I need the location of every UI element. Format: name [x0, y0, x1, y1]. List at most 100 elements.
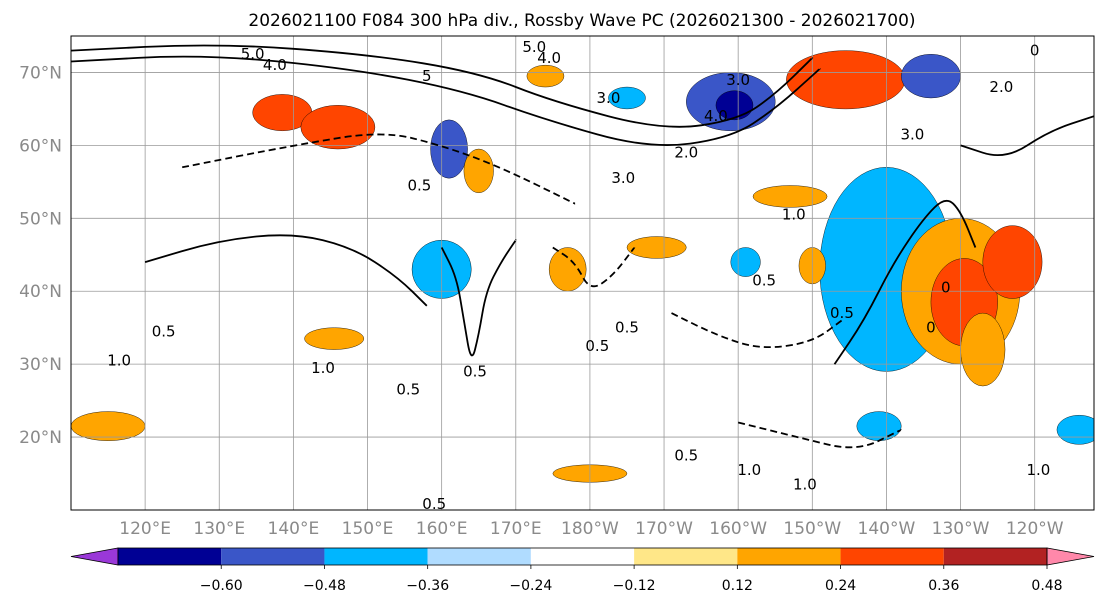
colorbar-tick-label-5: 0.12	[722, 578, 753, 594]
shaded-blob-25	[608, 86, 646, 110]
contour-label-16: 0.5	[152, 322, 176, 340]
map-panel: 5.04.05.04.05 3.03.04.02.03.00.51.00.50.5…	[70, 35, 1095, 513]
contour-line-5	[833, 199, 977, 365]
contour-line-6	[671, 312, 843, 349]
rossby-wave-contours	[71, 44, 1094, 449]
contour-line-7	[144, 234, 428, 307]
colorbar-segment-3	[427, 548, 531, 565]
colorbar-tick-label-2: −0.36	[406, 578, 449, 594]
contour-labels: 5.04.05.04.05 3.03.04.02.03.00.51.00.50.5…	[107, 38, 1050, 513]
lon-tick-label-1: 130°E	[193, 519, 245, 539]
shaded-blob-18	[856, 411, 902, 441]
map-frame	[70, 35, 1095, 511]
colorbar-frame	[117, 547, 1048, 566]
contour-label-15: 1.0	[107, 352, 131, 370]
contour-label-26: 0	[1030, 42, 1040, 60]
colorbar-segment-7	[840, 548, 944, 565]
contour-label-3: 4.0	[537, 49, 561, 67]
contour-label-5: 3.0	[726, 71, 750, 89]
lon-tick-label-10: 140°W	[858, 519, 916, 539]
lon-tick-label-3: 150°E	[342, 519, 394, 539]
colorbar-segment-0	[118, 548, 222, 565]
colorbar-tick-label-0: −0.60	[200, 578, 243, 594]
shaded-blob-15	[548, 247, 587, 292]
colorbar-extend-low	[70, 547, 119, 566]
shaded-blob-13	[463, 148, 494, 193]
shaded-blob-24	[752, 185, 828, 208]
colorbar-tick-label-4: −0.12	[613, 578, 656, 594]
contour-label-28: 0.5	[830, 304, 854, 322]
colorbar-segment-8	[943, 548, 1047, 565]
contour-label-10: 0.5	[407, 176, 431, 194]
lon-tick-label-6: 180°W	[561, 519, 619, 539]
contour-label-18: 0.5	[463, 362, 487, 380]
shaded-blob-5	[982, 225, 1043, 299]
lon-tick-label-0: 120°E	[119, 519, 171, 539]
contour-label-17: 1.0	[311, 359, 335, 377]
contour-label-20: 0.5	[422, 495, 446, 513]
contour-label-4: 5	[422, 67, 432, 85]
colorbar-segment-6	[737, 548, 841, 565]
colorbar-extend-high	[1046, 547, 1095, 566]
shaded-blob-26	[526, 64, 565, 88]
lon-tick-label-2: 140°E	[268, 519, 320, 539]
contour-label-7: 4.0	[704, 107, 728, 125]
colorbar-tick-label-1: −0.48	[303, 578, 346, 594]
shaded-blob-8	[786, 50, 906, 110]
contour-label-1: 4.0	[263, 56, 287, 74]
contour-label-29: 0	[941, 279, 951, 297]
contour-line-3	[440, 239, 517, 357]
contour-line-8	[737, 421, 903, 449]
lat-tick-label-4: 30°N	[19, 355, 62, 375]
colorbar-segment-1	[221, 548, 325, 565]
contour-label-30: 0	[926, 319, 936, 337]
contour-label-9: 3.0	[611, 169, 635, 187]
lat-tick-label-2: 50°N	[19, 209, 62, 229]
shaded-blob-27	[1056, 415, 1094, 445]
shaded-blob-23	[626, 236, 687, 259]
contour-line-0	[71, 44, 814, 128]
colorbar-tick-label-8: 0.48	[1031, 578, 1062, 594]
lon-tick-label-11: 130°W	[932, 519, 990, 539]
lon-tick-label-8: 160°W	[709, 519, 767, 539]
lon-tick-label-5: 170°E	[490, 519, 542, 539]
contour-label-0: 5.0	[241, 45, 265, 63]
colorbar-segment-2	[324, 548, 428, 565]
contour-label-12: 0.5	[752, 271, 776, 289]
contour-label-14: 0.5	[585, 337, 609, 355]
shaded-blob-21	[304, 327, 365, 350]
chart-title: 2026021100 F084 300 hPa div., Rossby Wav…	[248, 11, 915, 31]
shaded-blob-12	[430, 119, 468, 179]
contour-label-21: 0.5	[674, 446, 698, 464]
lat-tick-label-5: 20°N	[19, 428, 62, 448]
colorbar: −0.60 −0.48 −0.36 −0.24 −0.12 0.12 0.24 0.36 0.4…	[70, 547, 1095, 594]
colorbar-tick-label-7: 0.36	[928, 578, 959, 594]
contour-label-13: 0.5	[615, 319, 639, 337]
shaded-blob-20	[71, 411, 146, 441]
contour-label-19: 0.5	[396, 381, 420, 399]
colorbar-segment-5	[634, 548, 738, 565]
contour-label-6: 3.0	[597, 89, 621, 107]
colorbar-tick-label-6: 0.24	[825, 578, 856, 594]
colorbar-segment-4	[530, 548, 635, 565]
latitude-axis: 70°N 60°N 50°N 40°N 30°N 20°N	[19, 63, 62, 448]
contour-line-9	[960, 115, 1094, 156]
contour-line-2	[182, 133, 576, 205]
graticule	[71, 36, 1094, 510]
contour-line-1	[71, 55, 821, 146]
contour-label-11: 1.0	[782, 206, 806, 224]
contour-label-27: 3.0	[900, 125, 924, 143]
lat-tick-label-0: 70°N	[19, 63, 62, 83]
shaded-blob-9	[901, 54, 961, 99]
contour-label-22: 1.0	[793, 475, 817, 493]
shaded-blob-11	[300, 105, 376, 150]
longitude-axis: 120°E 130°E 140°E 150°E 160°E 170°E 180°W 170°W…	[119, 519, 1063, 539]
contour-label-2: 5.0	[522, 38, 546, 56]
lon-tick-label-9: 150°W	[783, 519, 841, 539]
lat-tick-label-1: 60°N	[19, 136, 62, 156]
shaded-blob-19	[960, 312, 1006, 387]
lon-tick-label-12: 120°W	[1006, 519, 1064, 539]
contour-label-23: 1.0	[737, 461, 761, 479]
lon-tick-label-4: 160°E	[416, 519, 468, 539]
